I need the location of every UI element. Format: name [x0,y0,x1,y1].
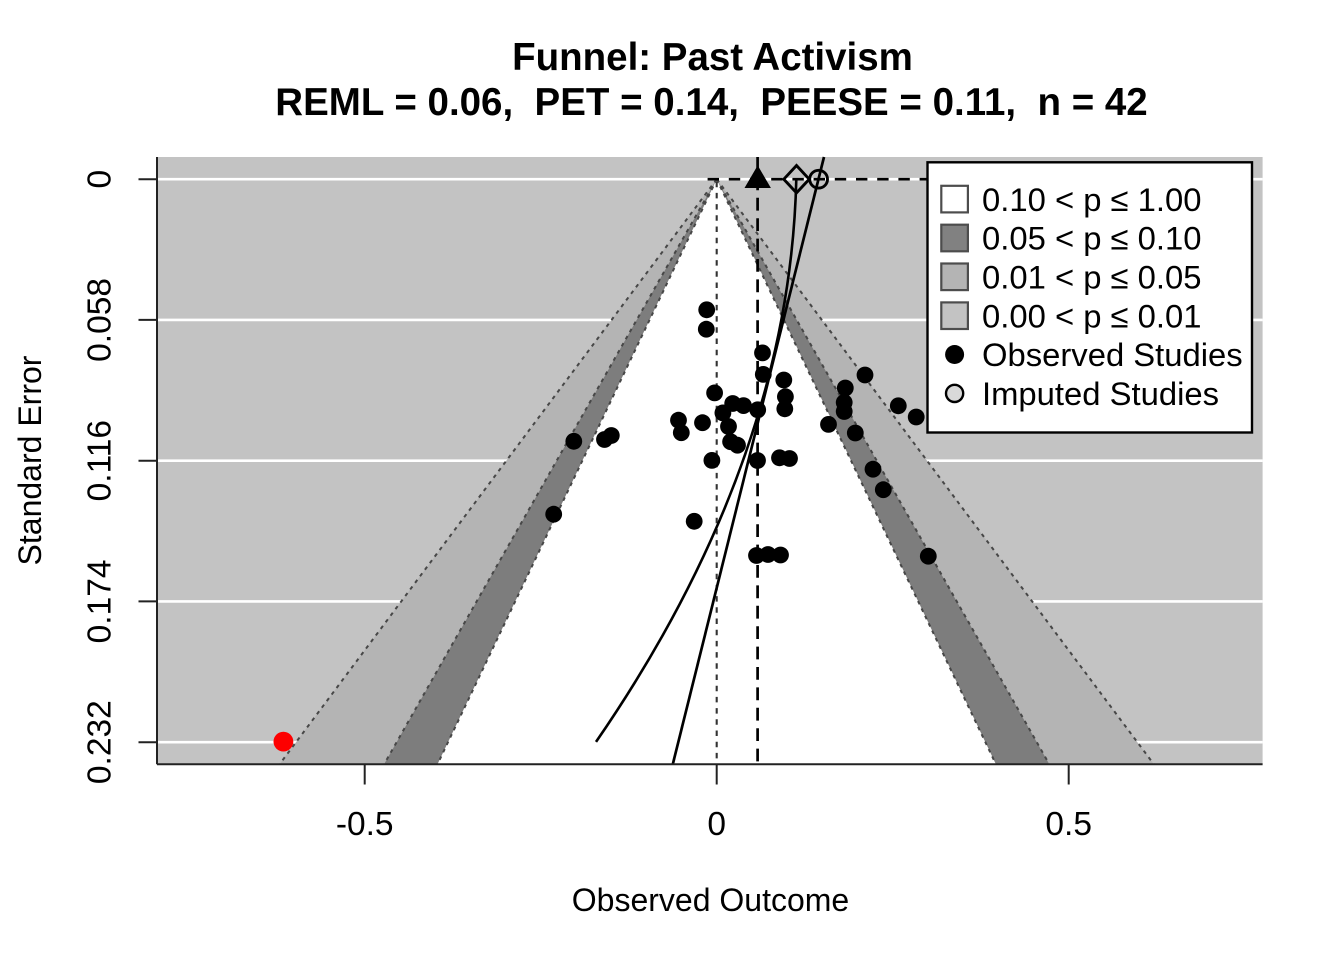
svg-text:0.058: 0.058 [82,278,119,362]
svg-text:Observed Outcome: Observed Outcome [572,882,849,918]
svg-text:0.01 < p ≤ 0.05: 0.01 < p ≤ 0.05 [982,259,1202,296]
svg-text:0.232: 0.232 [82,700,119,784]
svg-text:-0.5: -0.5 [336,806,394,843]
svg-text:0.10 < p ≤ 1.00: 0.10 < p ≤ 1.00 [982,181,1202,218]
svg-text:Funnel: Past Activism: Funnel: Past Activism [512,36,913,79]
svg-text:REML = 0.06, PET = 0.14, PEE: REML = 0.06, PET = 0.14, PEESE = 0.11, n… [275,81,1147,124]
svg-text:Imputed Studies: Imputed Studies [982,375,1219,412]
svg-text:0: 0 [707,806,726,843]
svg-text:0: 0 [82,170,119,189]
svg-text:0.174: 0.174 [82,559,119,643]
svg-text:0.5: 0.5 [1045,806,1092,843]
svg-text:0.00 < p ≤ 0.01: 0.00 < p ≤ 0.01 [982,297,1202,334]
svg-text:Observed Studies: Observed Studies [982,336,1243,373]
svg-text:0.05 < p ≤ 0.10: 0.05 < p ≤ 0.10 [982,220,1202,257]
svg-text:0.116: 0.116 [82,420,119,501]
svg-text:Standard Error: Standard Error [12,355,48,565]
